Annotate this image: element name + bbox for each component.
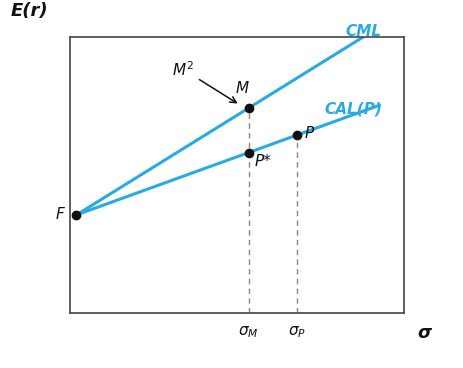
Text: P: P — [304, 126, 313, 141]
Text: M: M — [235, 81, 248, 96]
Text: P*: P* — [254, 154, 271, 169]
Text: F: F — [56, 207, 64, 222]
Text: $\sigma_P$: $\sigma_P$ — [287, 325, 305, 340]
Text: $M^2$: $M^2$ — [172, 60, 236, 103]
Text: CAL(P): CAL(P) — [324, 101, 382, 116]
Text: CML: CML — [344, 24, 381, 39]
Text: σ: σ — [416, 324, 430, 342]
Text: $\sigma_M$: $\sigma_M$ — [238, 325, 258, 340]
Text: E(r): E(r) — [11, 2, 48, 20]
